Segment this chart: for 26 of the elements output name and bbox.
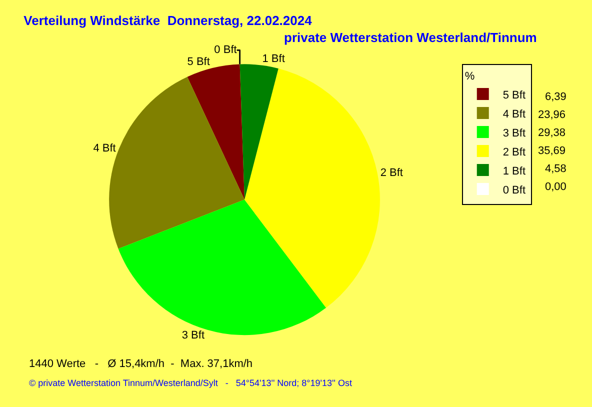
legend-title: % <box>464 70 475 82</box>
chart-title: Verteilung Windstärke Donnerstag, 22.02.2024 <box>24 12 313 28</box>
data-label: 4,58 <box>545 163 566 175</box>
slice-label: 2 Bft <box>380 166 403 179</box>
legend-label: 5 Bft <box>502 89 526 102</box>
slice-label: 5 Bft <box>187 56 210 68</box>
legend-label: 1 Bft <box>502 165 526 178</box>
legend-label: 3 Bft <box>502 127 526 140</box>
text: © private Wetterstation Tinnum/Westerland/Sylt - 54°54'13'' Nord; 8°19'13'' Ost <box>29 378 352 388</box>
text: 0,00 <box>545 181 566 193</box>
data-label: 29,38 <box>538 127 566 139</box>
legend-label: 2 Bft <box>502 146 526 158</box>
slice-label: 4 Bft <box>93 142 116 154</box>
data-label: 6,39 <box>545 91 566 103</box>
data-label: 23,96 <box>538 109 566 121</box>
slice-label: 1 Bft <box>262 53 285 66</box>
pie-slice <box>240 64 278 200</box>
pie-slice <box>187 64 245 200</box>
chart-subtitle: private Wetterstation Westerland/Tinnum <box>284 30 537 45</box>
pie-slice <box>244 68 380 308</box>
text: 1440 Werte - Ø 15,4km/h - Max. 37,1km/h <box>29 358 253 370</box>
data-label: 35,69 <box>538 145 566 157</box>
category-label: 0 Bft <box>214 44 237 56</box>
slice-label: 3 Bft <box>182 329 205 342</box>
legend-label: 4 Bft <box>502 108 526 120</box>
legend-label: 0 Bft <box>502 184 526 196</box>
